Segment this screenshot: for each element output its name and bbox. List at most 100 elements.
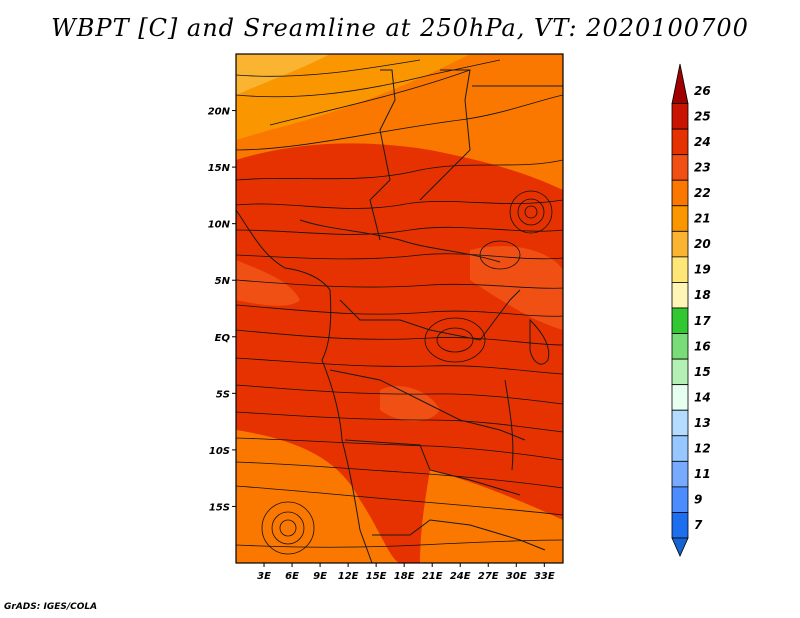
lat-tick-label: 20N: [208, 107, 231, 118]
colorbar-label: 21: [694, 212, 711, 226]
colorbar-label: 24: [694, 135, 711, 149]
colorbar-swatch: [671, 486, 689, 513]
colorbar: 26 25 24 23 22 21 20 19 18 17 16 15 14 13 12 11 9 7: [671, 63, 711, 557]
colorbar-swatch: [671, 154, 689, 181]
colorbar-swatch: [671, 179, 689, 207]
streamline-vortex: [279, 519, 297, 537]
colorbar-swatch: [671, 282, 689, 309]
lat-tick-label: 15S: [209, 502, 230, 513]
field-region-23-west: [236, 260, 300, 306]
colorbar-swatch: [671, 128, 689, 156]
border: [372, 519, 546, 551]
colorbar-swatch: [671, 205, 689, 232]
country-borders: [236, 69, 563, 563]
streamline: [236, 539, 563, 548]
colorbar-label: 25: [694, 109, 711, 123]
lake: [529, 318, 550, 365]
lat-tick-label: 5S: [216, 389, 230, 400]
streamline: [236, 59, 501, 98]
streamline: [236, 279, 563, 289]
colorbar-label: 19: [694, 263, 711, 277]
lat-tick-label: 5N: [215, 276, 231, 287]
lon-tick-label: 15E: [366, 571, 387, 582]
lon-tick-label: 33E: [534, 571, 555, 582]
lon-tick-label: 21E: [422, 571, 443, 582]
border: [344, 439, 521, 496]
border: [369, 69, 396, 241]
grads-credit: GrADS: IGES/COLA: [4, 602, 98, 612]
map-title: WBPT [C] and Sreamline at 250hPa, VT: 20…: [51, 14, 749, 42]
lat-tick-label: 15N: [208, 163, 231, 174]
lon-tick-label: 6E: [285, 571, 299, 582]
colorbar-swatch: [671, 435, 689, 462]
border: [299, 219, 501, 263]
colorbar-label: 17: [694, 314, 711, 328]
colorbar-swatch: [671, 63, 689, 104]
streamline: [236, 59, 421, 77]
colorbar-label: 15: [694, 365, 711, 379]
streamline-vortex: [424, 317, 486, 363]
colorbar-label: 14: [694, 390, 711, 404]
colorbar-swatch: [671, 358, 689, 386]
colorbar-label: 7: [694, 518, 703, 532]
colorbar-label: 22: [694, 186, 711, 200]
wbpt-shading: [236, 54, 563, 563]
colorbar-swatch: [671, 103, 689, 130]
lon-tick-label: 3E: [257, 571, 271, 582]
lat-tick-label: 10N: [208, 220, 231, 231]
streamline-vortex: [261, 501, 315, 555]
streamline: [236, 384, 563, 405]
axes: 20N 15N 10N 5N EQ 5S 10S 15S 3E 6E 9E 12E 15E 18E 21E 2…: [208, 107, 555, 582]
coastline-west: [236, 209, 373, 563]
streamline-vortex: [517, 198, 545, 226]
streamline: [269, 69, 471, 126]
lat-tick-label: EQ: [215, 333, 231, 344]
colorbar-label: 12: [694, 442, 711, 456]
colorbar-label: 9: [694, 493, 702, 507]
field-region-23-center: [380, 386, 440, 422]
border: [419, 69, 471, 201]
field-region-23-east: [470, 246, 563, 330]
streamline-vortex: [479, 240, 521, 270]
lake: [504, 379, 514, 471]
lon-tick-label: 18E: [394, 571, 415, 582]
colorbar-swatch: [671, 230, 689, 258]
streamline: [236, 329, 563, 346]
lon-tick-label: 24E: [450, 571, 471, 582]
border: [339, 289, 521, 341]
colorbar-label: 13: [694, 416, 711, 430]
field-region-20-corner: [236, 54, 330, 95]
colorbar-swatch: [671, 460, 689, 488]
streamline: [236, 159, 563, 181]
streamline: [236, 485, 563, 516]
streamline: [236, 411, 563, 433]
streamline-vortex: [509, 190, 553, 234]
streamline: [236, 226, 563, 235]
streamline: [236, 461, 563, 489]
colorbar-swatch: [671, 307, 689, 334]
border: [329, 369, 526, 441]
colorbar-swatch: [671, 256, 689, 283]
streamline-vortex: [271, 511, 305, 545]
streamline: [236, 437, 563, 461]
streamline-vortex: [524, 205, 538, 219]
streamline-vortex: [436, 327, 474, 353]
colorbar-swatch: [671, 512, 689, 539]
lon-tick-label: 30E: [506, 571, 527, 582]
lat-tick-label: 10S: [209, 446, 230, 457]
colorbar-label: 26: [694, 84, 711, 98]
colorbar-swatch: [671, 333, 689, 360]
colorbar-label: 20: [694, 237, 711, 251]
streamlines: [236, 59, 563, 555]
colorbar-swatch: [671, 384, 689, 411]
streamline: [236, 94, 563, 151]
streamline: [236, 199, 563, 209]
lon-tick-label: 27E: [478, 571, 499, 582]
colorbar-swatch: [671, 409, 689, 437]
plot-frame: [235, 53, 564, 564]
colorbar-bottom-swatch: [671, 537, 689, 557]
streamline: [236, 304, 563, 317]
field-region-22-south: [236, 430, 400, 563]
colorbar-label: 16: [694, 339, 711, 353]
